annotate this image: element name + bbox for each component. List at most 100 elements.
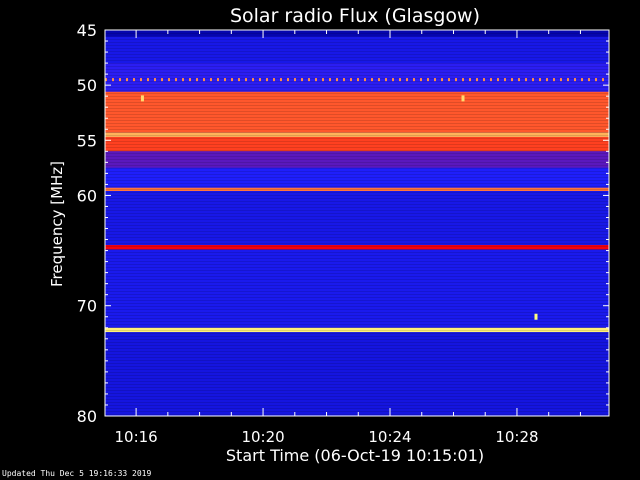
frequency-band bbox=[105, 187, 609, 192]
striation bbox=[105, 333, 609, 334]
frequency-band bbox=[105, 167, 609, 188]
striation bbox=[105, 402, 609, 403]
striation bbox=[105, 51, 609, 52]
striation bbox=[105, 108, 609, 109]
striation bbox=[105, 384, 609, 385]
striation bbox=[105, 90, 609, 91]
striation bbox=[105, 123, 609, 124]
striation bbox=[105, 393, 609, 394]
striation bbox=[105, 324, 609, 325]
striation bbox=[105, 276, 609, 277]
striation bbox=[105, 345, 609, 346]
chart-title: Solar radio Flux (Glasgow) bbox=[230, 5, 480, 27]
striation bbox=[105, 306, 609, 307]
striation bbox=[105, 63, 609, 64]
striation bbox=[105, 315, 609, 316]
striation bbox=[105, 66, 609, 67]
striation bbox=[105, 321, 609, 322]
striation bbox=[105, 171, 609, 172]
striation bbox=[105, 81, 609, 82]
striation bbox=[105, 135, 609, 136]
striation bbox=[105, 213, 609, 214]
striation bbox=[105, 48, 609, 49]
striation bbox=[105, 330, 609, 331]
striation bbox=[105, 405, 609, 406]
striation bbox=[105, 96, 609, 97]
striation bbox=[105, 75, 609, 76]
striation bbox=[105, 348, 609, 349]
frequency-band bbox=[105, 327, 609, 333]
striation bbox=[105, 141, 609, 142]
x-tick-label: 10:28 bbox=[495, 428, 538, 446]
striation bbox=[105, 87, 609, 88]
y-tick-label: 50 bbox=[77, 76, 97, 95]
striation bbox=[105, 357, 609, 358]
striation bbox=[105, 261, 609, 262]
striation bbox=[105, 252, 609, 253]
striation bbox=[105, 312, 609, 313]
striation bbox=[105, 318, 609, 319]
striation bbox=[105, 282, 609, 283]
striation bbox=[105, 222, 609, 223]
frequency-band bbox=[105, 249, 609, 328]
striation bbox=[105, 327, 609, 328]
frequency-band bbox=[105, 36, 609, 64]
y-tick-label: 60 bbox=[77, 186, 97, 205]
striation bbox=[105, 231, 609, 232]
striation bbox=[105, 39, 609, 40]
striation bbox=[105, 198, 609, 199]
striation bbox=[105, 60, 609, 61]
striation bbox=[105, 300, 609, 301]
striation bbox=[105, 183, 609, 184]
burst-spot bbox=[140, 95, 144, 102]
striation bbox=[105, 156, 609, 157]
striation bbox=[105, 45, 609, 46]
striation bbox=[105, 363, 609, 364]
striation bbox=[105, 396, 609, 397]
striation bbox=[105, 36, 609, 37]
striation bbox=[105, 366, 609, 367]
striation bbox=[105, 138, 609, 139]
striation bbox=[105, 372, 609, 373]
striation bbox=[105, 195, 609, 196]
y-tick-label: 45 bbox=[77, 21, 97, 40]
striation bbox=[105, 411, 609, 412]
striation bbox=[105, 204, 609, 205]
striation bbox=[105, 210, 609, 211]
striation bbox=[105, 339, 609, 340]
striation bbox=[105, 201, 609, 202]
y-axis-label: Frequency [MHz] bbox=[48, 161, 66, 287]
striation bbox=[105, 288, 609, 289]
plot-frame bbox=[104, 29, 610, 417]
striation bbox=[105, 246, 609, 247]
striation bbox=[105, 42, 609, 43]
striation bbox=[105, 303, 609, 304]
striation bbox=[105, 186, 609, 187]
striation bbox=[105, 219, 609, 220]
striation bbox=[105, 33, 609, 34]
frequency-band bbox=[105, 30, 609, 37]
striation bbox=[105, 267, 609, 268]
striation bbox=[105, 279, 609, 280]
striation bbox=[105, 255, 609, 256]
striation bbox=[105, 294, 609, 295]
striation bbox=[105, 387, 609, 388]
striation bbox=[105, 408, 609, 409]
x-axis-label: Start Time (06-Oct-19 10:15:01) bbox=[226, 446, 484, 465]
striation bbox=[105, 189, 609, 190]
striation bbox=[105, 153, 609, 154]
frequency-band bbox=[105, 191, 609, 246]
striation bbox=[105, 414, 609, 415]
striation bbox=[105, 342, 609, 343]
x-tick-label: 10:24 bbox=[368, 428, 411, 446]
striation bbox=[105, 369, 609, 370]
y-tick-label: 80 bbox=[77, 407, 97, 426]
striation bbox=[105, 111, 609, 112]
striation bbox=[105, 129, 609, 130]
striation bbox=[105, 354, 609, 355]
striation bbox=[105, 375, 609, 376]
striation bbox=[105, 72, 609, 73]
striation bbox=[105, 144, 609, 145]
striation bbox=[105, 93, 609, 94]
